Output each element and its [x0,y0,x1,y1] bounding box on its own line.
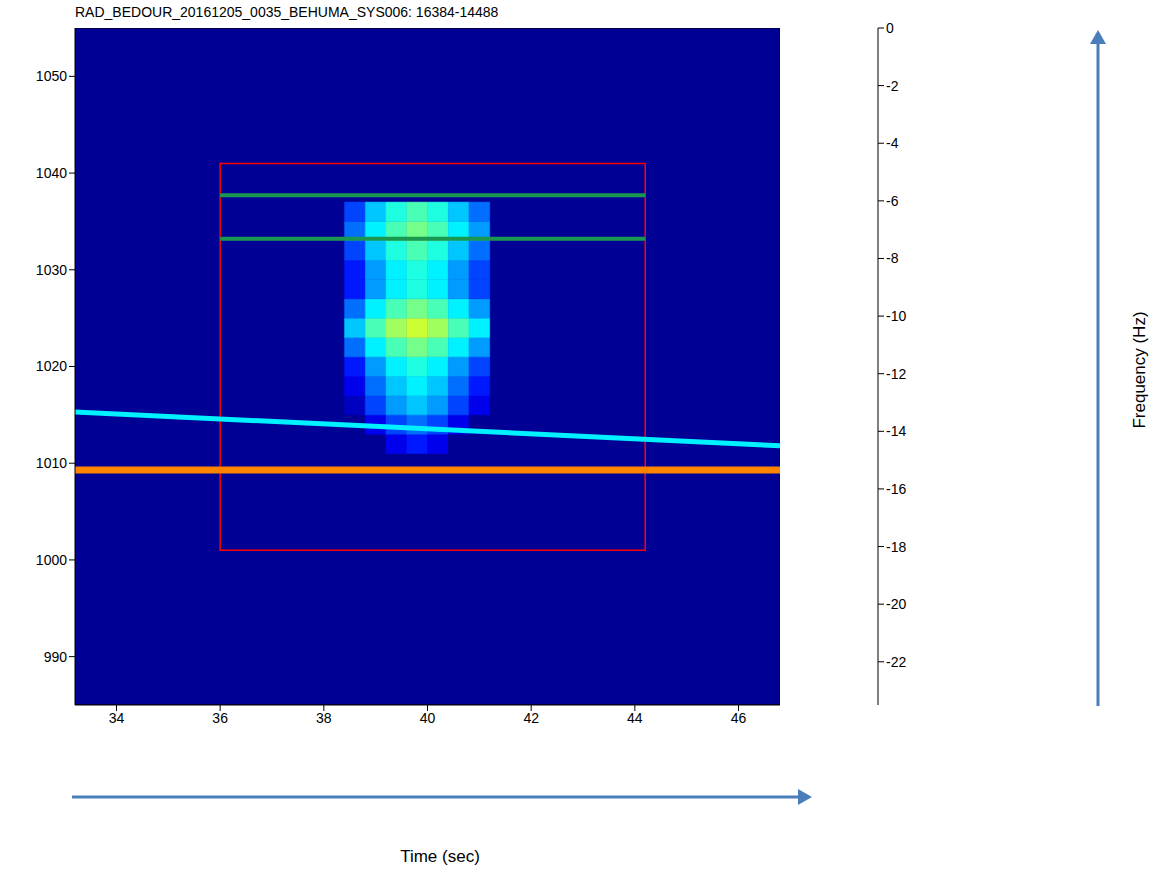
svg-text:36: 36 [212,710,228,726]
svg-text:-10: -10 [886,308,906,324]
svg-text:0: 0 [886,20,894,36]
svg-text:Time (sec): Time (sec) [400,847,480,866]
svg-text:1020: 1020 [36,358,67,374]
svg-text:-4: -4 [886,135,899,151]
svg-text:-6: -6 [886,193,899,209]
svg-text:1000: 1000 [36,552,67,568]
svg-text:-2: -2 [886,78,899,94]
svg-text:-8: -8 [886,250,899,266]
svg-text:990: 990 [44,649,68,665]
svg-text:-20: -20 [886,596,906,612]
svg-text:-16: -16 [886,481,906,497]
svg-text:46: 46 [731,710,747,726]
svg-text:-14: -14 [886,423,906,439]
svg-text:-18: -18 [886,539,906,555]
svg-text:1050: 1050 [36,68,67,84]
svg-text:-12: -12 [886,366,906,382]
svg-text:42: 42 [523,710,539,726]
svg-text:1040: 1040 [36,165,67,181]
svg-text:-22: -22 [886,654,906,670]
svg-text:1030: 1030 [36,262,67,278]
html-text:RAD_BEDOUR_20161205_0035_BEHUM: RAD_BEDOUR_20161205_0035_BEHUMA_SYS006: … [75,4,499,20]
svg-text:44: 44 [627,710,643,726]
svg-text:Frequency (Hz): Frequency (Hz) [1130,311,1149,428]
svg-text:1010: 1010 [36,455,67,471]
svg-text:34: 34 [109,710,125,726]
svg-text:40: 40 [420,710,436,726]
svg-text:38: 38 [316,710,332,726]
